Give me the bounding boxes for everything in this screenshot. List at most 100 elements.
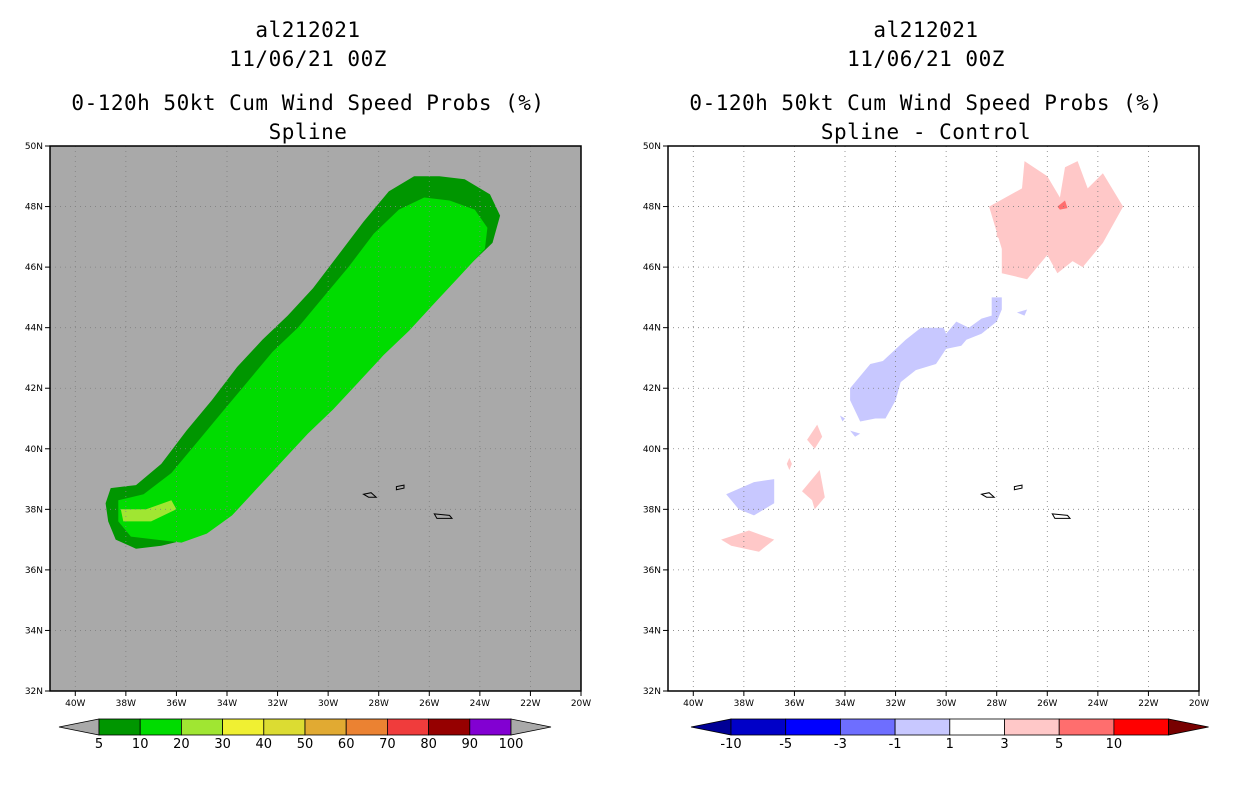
left-island-outline	[395, 484, 405, 491]
left-colorbar-swatch-3	[222, 718, 265, 736]
diff-negative-area-2	[850, 430, 861, 437]
right-lat-label: 50N	[643, 142, 661, 152]
left-lat-label: 48N	[25, 203, 43, 213]
left-lon-label: 34W	[217, 699, 237, 709]
diff-positive-area-3	[802, 470, 825, 510]
right-storm-id: al212021	[873, 18, 979, 42]
right-lon-label: 22W	[1138, 699, 1158, 709]
right-colorbar-swatch-5	[1004, 718, 1060, 736]
left-colorbar-label-2: 20	[173, 737, 190, 752]
right-colorbar-label-3: -1	[889, 737, 902, 752]
left-island-outline	[433, 513, 454, 519]
right-lon-label: 24W	[1088, 699, 1108, 709]
left-map-frame	[49, 145, 582, 692]
right-lat-label: 38N	[643, 505, 661, 515]
right-lat-label: 36N	[643, 566, 661, 576]
right-colorbar-label-4: 1	[946, 737, 954, 752]
right-lon-label: 26W	[1037, 699, 1057, 709]
right-colorbar-swatch-4	[949, 718, 1005, 736]
left-datetime: 11/06/21 00Z	[229, 47, 387, 71]
diff-positive-area-2	[721, 530, 775, 552]
left-lat-label: 34N	[25, 626, 43, 636]
right-colorbar-high-extend	[1168, 718, 1209, 736]
right-map-background	[668, 146, 1199, 691]
right-lon-label: 34W	[835, 699, 855, 709]
right-island-outline	[980, 492, 996, 498]
left-lat-label: 32N	[25, 687, 43, 697]
left-colorbar-label-10: 100	[499, 737, 524, 752]
left-colorbar-swatch-2	[180, 718, 223, 736]
left-lon-label: 38W	[116, 699, 136, 709]
left-colorbar-low-extend	[58, 718, 100, 736]
left-colorbar-swatch-0	[98, 718, 141, 736]
left-colorbar-high-extend	[510, 718, 552, 736]
left-colorbar-label-1: 10	[132, 737, 149, 752]
diff-positive-area-4	[807, 424, 823, 449]
right-colorbar-swatch-7	[1113, 718, 1170, 736]
prob-contour-20pct	[120, 500, 177, 522]
right-colorbar-label-2: -3	[834, 737, 847, 752]
right-lat-label: 40N	[643, 445, 661, 455]
right-colorbar-label-1: -5	[779, 737, 792, 752]
right-island-outline	[1051, 513, 1072, 519]
left-lon-label: 40W	[65, 699, 85, 709]
left-island-outline	[362, 492, 378, 498]
left-colorbar-label-0: 5	[95, 737, 103, 752]
right-colorbar-swatch-1	[785, 718, 841, 736]
diff-positive-high-area-0	[1057, 200, 1068, 210]
right-lat-label: 48N	[643, 203, 661, 213]
right-lon-label: 40W	[683, 699, 703, 709]
diff-negative-area-3	[839, 415, 845, 422]
left-lon-label: 36W	[166, 699, 186, 709]
right-colorbar-swatch-0	[730, 718, 787, 736]
diff-positive-area-0	[989, 161, 1124, 280]
left-lon-label: 28W	[369, 699, 389, 709]
diff-positive-area-5	[786, 457, 792, 470]
right-colorbar-label-7: 10	[1106, 737, 1123, 752]
right-datetime: 11/06/21 00Z	[847, 47, 1005, 71]
left-lat-label: 46N	[25, 263, 43, 273]
right-map-frame	[667, 145, 1200, 692]
diff-positive-area-1	[996, 230, 1002, 240]
left-lon-label: 32W	[267, 699, 287, 709]
left-colorbar-label-9: 90	[462, 737, 479, 752]
right-lat-label: 42N	[643, 384, 661, 394]
right-colorbar-swatch-3	[894, 718, 951, 736]
left-colorbar-swatch-9	[469, 718, 512, 736]
left-lon-label: 20W	[571, 699, 591, 709]
left-lat-label: 50N	[25, 142, 43, 152]
left-colorbar-swatch-5	[304, 718, 347, 736]
prob-contour-10pct	[118, 197, 488, 543]
diff-negative-area-1	[850, 297, 1002, 422]
right-lon-label: 36W	[784, 699, 804, 709]
left-colorbar-swatch-7	[386, 718, 429, 736]
left-lon-label: 26W	[419, 699, 439, 709]
left-lat-label: 42N	[25, 384, 43, 394]
left-colorbar-swatch-6	[345, 718, 388, 736]
left-lon-label: 30W	[318, 699, 338, 709]
left-storm-id: al212021	[255, 18, 361, 42]
right-colorbar-swatch-2	[840, 718, 896, 736]
diff-negative-area-4	[1016, 309, 1028, 316]
right-lon-label: 32W	[885, 699, 905, 709]
left-lat-label: 44N	[25, 324, 43, 334]
right-product-title: 0-120h 50kt Cum Wind Speed Probs (%)	[689, 91, 1163, 115]
right-lat-label: 46N	[643, 263, 661, 273]
right-colorbar-low-extend	[690, 718, 732, 736]
left-lat-label: 40N	[25, 445, 43, 455]
left-product-title: 0-120h 50kt Cum Wind Speed Probs (%)	[71, 91, 545, 115]
left-lat-label: 36N	[25, 566, 43, 576]
left-colorbar-swatch-1	[139, 718, 182, 736]
left-lon-label: 24W	[470, 699, 490, 709]
right-colorbar-label-5: 3	[1000, 737, 1008, 752]
right-colorbar-swatch-6	[1058, 718, 1115, 736]
left-colorbar-label-3: 30	[214, 737, 231, 752]
right-colorbar-label-6: 5	[1055, 737, 1063, 752]
right-subtitle: Spline - Control	[820, 120, 1032, 144]
left-colorbar-label-7: 70	[379, 737, 396, 752]
left-colorbar-label-6: 60	[338, 737, 355, 752]
left-colorbar-label-8: 80	[420, 737, 437, 752]
diff-negative-area-0	[726, 479, 775, 516]
left-colorbar-swatch-8	[428, 718, 471, 736]
